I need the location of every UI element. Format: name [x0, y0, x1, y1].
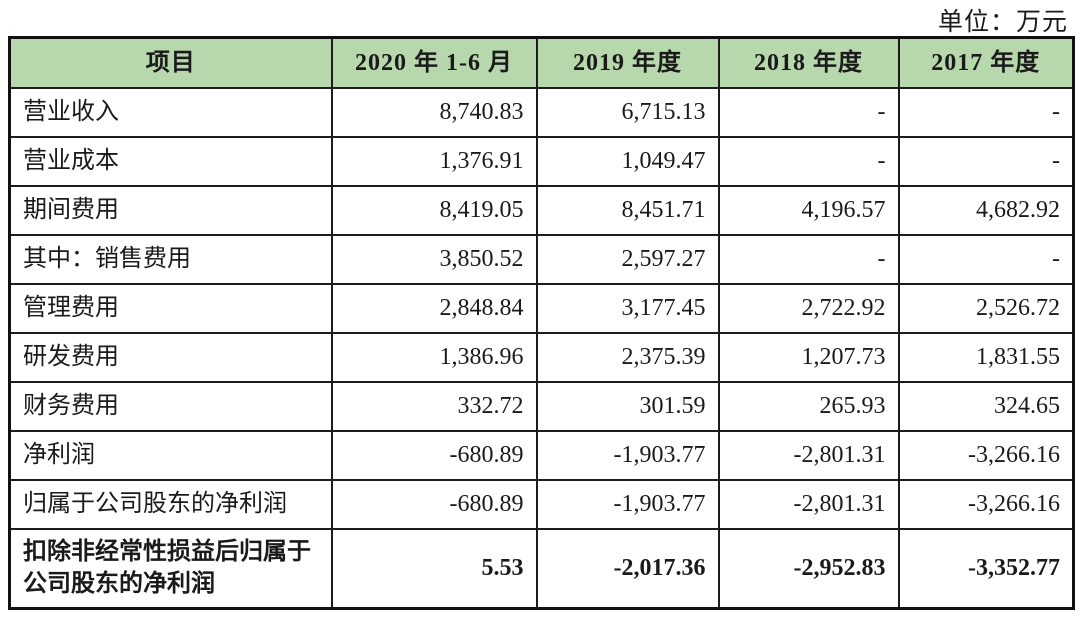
- row-label: 财务费用: [8, 381, 333, 432]
- cell-value: 2,848.84: [330, 283, 538, 334]
- row-label: 扣除非经常性损益后归属于公司股东的净利润: [8, 527, 333, 610]
- cell-value: 3,850.52: [330, 234, 538, 285]
- table-row: 净利润 -680.89 -1,903.77 -2,801.31 -3,266.16: [8, 430, 1075, 481]
- cell-value: 8,419.05: [330, 185, 538, 236]
- cell-value: -: [897, 234, 1075, 285]
- cell-value: -1,903.77: [535, 479, 720, 530]
- cell-value: -2,801.31: [717, 430, 900, 481]
- col-header-2019: 2019 年度: [535, 36, 720, 89]
- cell-value: -: [897, 87, 1075, 138]
- cell-value: 1,376.91: [330, 136, 538, 187]
- col-header-item: 项目: [8, 36, 333, 89]
- cell-value: 1,386.96: [330, 332, 538, 383]
- cell-value: 1,049.47: [535, 136, 720, 187]
- table-row: 其中：销售费用 3,850.52 2,597.27- -: [8, 234, 1075, 285]
- row-label: 研发费用: [8, 332, 333, 383]
- cell-value: 1,831.55: [897, 332, 1075, 383]
- header-row: 项目 2020 年 1-6 月 2019 年度 2018 年度 2017 年度: [8, 36, 1075, 89]
- cell-value: 1,207.73: [717, 332, 900, 383]
- cell-value: 4,196.57: [717, 185, 900, 236]
- table-row: 管理费用 2,848.84 3,177.45 2,722.92 2,526.72: [8, 283, 1075, 334]
- cell-value: -2,801.31: [717, 479, 900, 530]
- table-row: 期间费用 8,419.05 8,451.71 4,196.57 4,682.92: [8, 185, 1075, 236]
- cell-value: -: [717, 234, 900, 285]
- cell-value: -: [717, 87, 900, 138]
- cell-value: 6,715.13: [535, 87, 720, 138]
- cell-value: -: [717, 136, 900, 187]
- row-label: 营业收入: [8, 87, 333, 138]
- row-label: 营业成本: [8, 136, 333, 187]
- col-header-2020-jan-jun: 2020 年 1-6 月: [330, 36, 538, 89]
- financial-table: 项目 2020 年 1-6 月 2019 年度 2018 年度 2017 年度 营业收入…: [8, 36, 1075, 610]
- cell-value: 265.93: [717, 381, 900, 432]
- cell-value: 301.59: [535, 381, 720, 432]
- cell-value: -2,952.83: [717, 527, 900, 610]
- cell-value: -680.89: [330, 430, 538, 481]
- cell-value: 2,722.92: [717, 283, 900, 334]
- col-header-2017: 2017 年度: [897, 36, 1075, 89]
- cell-value: -3,266.16: [897, 479, 1075, 530]
- table-row: 扣除非经常性损益后归属于公司股东的净利润 5.53 -2,017.36 -2,952.…: [8, 527, 1075, 610]
- row-label: 净利润: [8, 430, 333, 481]
- cell-value: -: [897, 136, 1075, 187]
- table-row: 营业收入 8,740.83 6,715.13- -: [8, 87, 1075, 138]
- cell-value: 2,526.72: [897, 283, 1075, 334]
- row-label: 其中：销售费用: [8, 234, 333, 285]
- cell-value: -1,903.77: [535, 430, 720, 481]
- row-label: 归属于公司股东的净利润: [8, 479, 333, 530]
- cell-value: -3,266.16: [897, 430, 1075, 481]
- cell-value: 2,375.39: [535, 332, 720, 383]
- cell-value: 324.65: [897, 381, 1075, 432]
- cell-value: -680.89: [330, 479, 538, 530]
- row-label: 期间费用: [8, 185, 333, 236]
- row-label: 管理费用: [8, 283, 333, 334]
- cell-value: 4,682.92: [897, 185, 1075, 236]
- cell-value: -3,352.77: [897, 527, 1075, 610]
- col-header-2018: 2018 年度: [717, 36, 900, 89]
- cell-value: 8,740.83: [330, 87, 538, 138]
- unit-label: 单位：万元: [937, 9, 1068, 36]
- cell-value: 332.72: [330, 381, 538, 432]
- cell-value: 5.53: [330, 527, 538, 610]
- table-body: 营业收入 8,740.83 6,715.13- - 营业成本 1,376.91 1,049.…: [8, 87, 1075, 610]
- cell-value: -2,017.36: [535, 527, 720, 610]
- table-row: 研发费用 1,386.96 2,375.39 1,207.73 1,831.55: [8, 332, 1075, 383]
- table-header-row: 项目 2020 年 1-6 月 2019 年度 2018 年度 2017 年度: [8, 36, 1075, 89]
- cell-value: 2,597.27: [535, 234, 720, 285]
- cell-value: 3,177.45: [535, 283, 720, 334]
- table-row: 营业成本 1,376.91 1,049.47- -: [8, 136, 1075, 187]
- table-row: 归属于公司股东的净利润 -680.89 -1,903.77 -2,801.31 -3,2…: [8, 479, 1075, 530]
- table-row: 财务费用 332.72 301.59 265.93 324.65: [8, 381, 1075, 432]
- cell-value: 8,451.71: [535, 185, 720, 236]
